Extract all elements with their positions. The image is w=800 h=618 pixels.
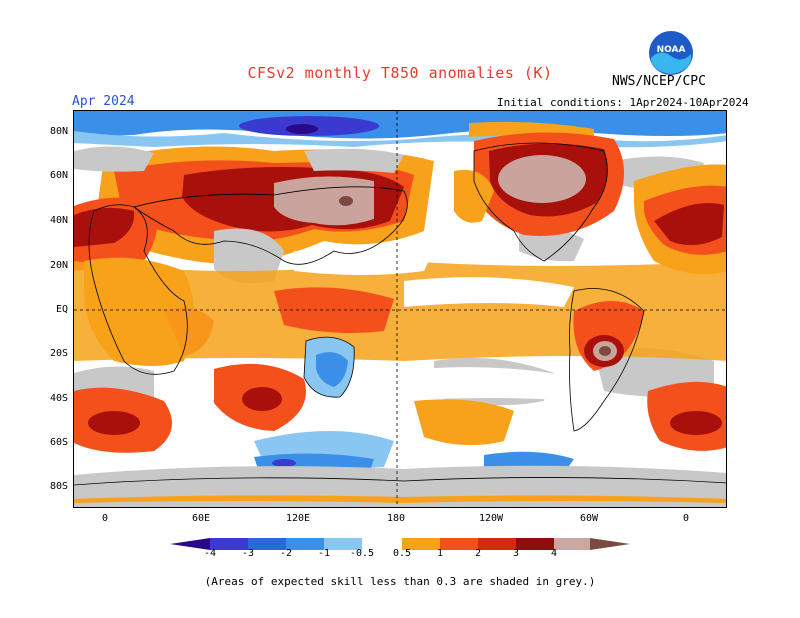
logo-text: NOAA — [657, 45, 686, 55]
lon-label-60w: 60W — [579, 513, 599, 524]
neutral-band — [394, 367, 574, 401]
colorbar-label: 3 — [512, 548, 520, 559]
lon-label-120e: 120E — [285, 513, 311, 524]
colorbar-label: -3 — [241, 548, 255, 559]
colorbar-swatch — [478, 538, 516, 550]
colorbar-arrow-cold — [170, 538, 210, 550]
lat-label-80s: 80S — [49, 481, 68, 492]
colorbar-label: -2 — [279, 548, 293, 559]
south-atlantic-east-dark — [670, 411, 722, 435]
colorbar-swatch — [286, 538, 324, 550]
colorbar-label: -1 — [317, 548, 331, 559]
colorbar-swatch — [516, 538, 554, 550]
lat-label-60s: 60S — [49, 437, 68, 448]
colorbar-swatch — [210, 538, 248, 550]
siberia-grey-patch — [304, 148, 404, 173]
lon-label-0-west: 0 — [101, 513, 109, 524]
southern-cool-core — [272, 459, 296, 467]
colorbar-swatch — [554, 538, 590, 550]
colorbar-swatch — [248, 538, 286, 550]
grey-patch — [74, 146, 154, 172]
noaa-logo: NOAA — [648, 30, 694, 76]
lon-label-0-east: 0 — [682, 513, 690, 524]
antarctic-warm-edge — [74, 495, 726, 503]
colorbar-label: 1 — [436, 548, 444, 559]
colorbar-label: 0.5 — [392, 548, 412, 559]
colorbar-arrow-warm — [590, 538, 630, 550]
grid-lines — [74, 111, 726, 507]
grey-patch — [214, 228, 284, 284]
lat-label-80n: 80N — [49, 126, 68, 137]
lat-label-60n: 60N — [49, 170, 68, 181]
colorbar-label: -0.5 — [349, 548, 375, 559]
colorbar-label: 4 — [550, 548, 558, 559]
na-west-warm — [454, 169, 494, 223]
forecast-month: Apr 2024 — [72, 94, 135, 109]
arctic-cold-core — [286, 124, 318, 134]
lat-label-40s: 40S — [49, 393, 68, 404]
anomaly-map — [73, 110, 727, 508]
siberia-peak — [339, 196, 353, 206]
coastlines — [74, 142, 726, 486]
lon-label-120w: 120W — [478, 513, 504, 524]
skill-footnote: (Areas of expected skill less than 0.3 a… — [204, 575, 596, 588]
anomaly-map-svg — [74, 111, 726, 507]
initial-conditions: Initial conditions: 1Apr2024-10Apr2024 — [497, 96, 749, 109]
south-atlantic-dark-warm — [88, 411, 140, 435]
grey-patch — [519, 229, 584, 262]
lon-label-60e: 60E — [191, 513, 211, 524]
indian-ocean-dark-warm — [242, 387, 282, 411]
atlantic-dark-warm — [654, 203, 724, 246]
colorbar-swatch — [324, 538, 362, 550]
lat-label-40n: 40N — [49, 215, 68, 226]
agency-label: NWS/NCEP/CPC — [612, 74, 706, 89]
colorbar — [170, 536, 630, 550]
lon-label-180: 180 — [386, 513, 406, 524]
colorbar-swatch — [402, 538, 440, 550]
lat-label-20s: 20S — [49, 348, 68, 359]
colorbar-label: -4 — [203, 548, 217, 559]
south-america-peak — [599, 346, 611, 356]
siberia-brown-core — [274, 176, 374, 226]
lat-label-eq: EQ — [55, 304, 68, 315]
lat-label-20n: 20N — [49, 260, 68, 271]
map-title: CFSv2 monthly T850 anomalies (K) — [247, 64, 553, 82]
colorbar-swatch — [440, 538, 478, 550]
colorbar-swatch-neutral — [362, 538, 402, 550]
north-america-brown-core — [498, 155, 586, 203]
colorbar-label: 2 — [474, 548, 482, 559]
australia-cool-core — [316, 352, 348, 387]
neutral-band — [294, 249, 434, 275]
colorbar-svg — [170, 538, 630, 550]
arctic-cool-band — [74, 111, 726, 139]
neutral-band — [404, 277, 574, 307]
south-pacific-warm — [414, 399, 514, 446]
